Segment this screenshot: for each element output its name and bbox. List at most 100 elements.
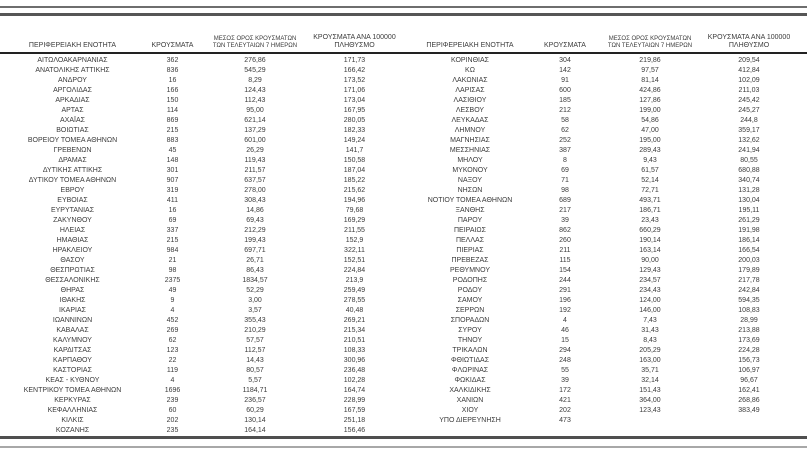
cell-cases-right: 304 (559, 57, 571, 64)
cell-avg7-left: 80,57 (246, 367, 264, 374)
cell-region-left: ΘΑΣΟΥ (60, 257, 85, 264)
cell-per100k-left: 215,34 (343, 327, 366, 334)
cell-cases-right: 39 (561, 377, 569, 384)
cell-avg7-left: 1184,71 (242, 387, 268, 394)
cell-per100k-right: 96,67 (740, 377, 758, 384)
header-per100k-left: ΚΡΟΥΣΜΑΤΑ ΑΝΑ 100000 ΠΛΗΘΥΣΜΟ (310, 20, 405, 52)
cell-region-right: ΜΕΣΣΗΝΙΑΣ (449, 147, 491, 154)
cell-cases-left: 123 (166, 347, 179, 354)
cell-avg7-left: 112,57 (244, 347, 266, 354)
cell-avg7-left: 621,14 (244, 117, 266, 124)
cell-per100k-left: 251,18 (343, 417, 366, 424)
cell-per100k-right: 241,94 (738, 147, 760, 154)
cell-cases-left: 362 (166, 57, 179, 64)
cell-region-left: ΑΡΤΑΣ (61, 107, 84, 114)
cell-avg7-left: 308,43 (244, 197, 266, 204)
cell-per100k-left: 166,42 (343, 67, 366, 74)
cell-cases-right: 98 (561, 187, 569, 194)
header-per100k-left-line1: ΚΡΟΥΣΜΑΤΑ ΑΝΑ 100000 (313, 34, 396, 41)
cell-avg7-right (595, 416, 705, 426)
cell-region-right: ΡΟΔΟΥ (457, 287, 483, 294)
cell-region-right: ΦΛΩΡΙΝΑΣ (451, 367, 489, 374)
cell-cases-right: 291 (559, 287, 571, 294)
cell-cases-right: 862 (559, 227, 571, 234)
cell-cases-left: 62 (168, 337, 177, 344)
cell-region-left: ΙΘΑΚΗΣ (59, 297, 86, 304)
cell-region-left: ΕΥΡΥΤΑΝΙΑΣ (50, 207, 95, 214)
cell-avg7-right: 31,43 (641, 327, 659, 334)
cell-per100k-left: 150,58 (343, 157, 366, 164)
cell-per100k-left: 280,05 (343, 117, 366, 124)
cell-cases-left: 16 (168, 77, 177, 84)
cell-cases-left: 4 (170, 377, 175, 384)
cell-region-left: ΔΡΑΜΑΣ (58, 157, 87, 164)
cell-per100k-right: 186,14 (738, 237, 760, 244)
cell-avg7-right: 289,43 (639, 147, 661, 154)
cell-per100k-left: 167,59 (343, 407, 366, 414)
cell-per100k-left: 167,95 (343, 107, 366, 114)
cell-per100k-left: 259,49 (343, 287, 366, 294)
cell-cases-right: 248 (559, 357, 571, 364)
cell-region-left: ΚΑΣΤΟΡΙΑΣ (53, 367, 92, 374)
cell-cases-left: 411 (166, 197, 179, 204)
cell-per100k-right: 217,78 (738, 277, 760, 284)
cell-per100k-left: 194,96 (343, 197, 366, 204)
bottom-border-outer-rule (0, 446, 807, 448)
cell-region-right: ΛΑΚΩΝΙΑΣ (452, 77, 488, 84)
cell-avg7-left: 112,43 (244, 97, 266, 104)
cell-region-left: ΕΒΡΟΥ (60, 187, 85, 194)
top-border-outer-rule (0, 6, 807, 8)
cell-region-right: ΣΑΜΟΥ (457, 297, 483, 304)
cell-per100k-right: 261,29 (738, 217, 760, 224)
cell-per100k-right: 244,8 (740, 117, 758, 124)
cell-per100k-left: 215,62 (343, 187, 366, 194)
cell-avg7-right: 195,00 (639, 137, 661, 144)
cell-avg7-right: 35,71 (641, 367, 659, 374)
header-per100k-right-line1: ΚΡΟΥΣΜΑΤΑ ΑΝΑ 100000 (707, 34, 791, 41)
cell-region-left: ΑΙΤΩΛΟΑΚΑΡΝΑΝΙΑΣ (37, 57, 108, 64)
cell-per100k-right: 173,69 (738, 337, 760, 344)
cell-avg7-left: 278,00 (244, 187, 266, 194)
cell-cases-left: 16 (168, 207, 177, 214)
cell-per100k-left: 79,68 (345, 207, 364, 214)
cell-region-right: ΛΑΡΙΣΑΣ (455, 87, 485, 94)
cell-region-left: ΚΑΡΠΑΘΟΥ (53, 357, 92, 364)
cell-per100k-right: 102,09 (738, 77, 760, 84)
cell-per100k-left: 171,73 (343, 57, 366, 64)
header-per100k-left-line2: ΠΛΗΘΥΣΜΟ (334, 42, 375, 49)
cell-per100k-left: 164,74 (343, 387, 366, 394)
header-region-right: ΠΕΡΙΦΕΡΕΙΑΚΗ ΕΝΟΤΗΤΑ (426, 42, 514, 49)
cell-avg7-right: 364,00 (639, 397, 661, 404)
cell-per100k-left: 210,51 (343, 337, 366, 344)
cell-avg7-left: 545,29 (244, 67, 266, 74)
cell-per100k-right: 245,27 (738, 107, 760, 114)
cell-cases-left: 2375 (164, 277, 181, 284)
cell-region-left: ΙΩΑΝΝΙΝΩΝ (52, 317, 93, 324)
cell-region-left: ΑΧΑΪΑΣ (60, 117, 85, 124)
cell-cases-left: 49 (168, 287, 177, 294)
cell-region-left: ΖΑΚΥΝΘΟΥ (53, 217, 92, 224)
cell-avg7-right: 7,43 (643, 317, 657, 324)
cell-region-left: ΓΡΕΒΕΝΩΝ (53, 147, 92, 154)
cell-avg7-right: 72,71 (641, 187, 659, 194)
cell-cases-right: 387 (559, 147, 571, 154)
cell-avg7-right: 32,14 (641, 377, 659, 384)
cell-avg7-right: 8,43 (643, 337, 657, 344)
cell-avg7-right: 129,43 (639, 267, 661, 274)
header-region-left: ΠΕΡΙΦΕΡΕΙΑΚΗ ΕΝΟΤΗΤΑ (28, 42, 117, 49)
cell-region-left: ΗΜΑΘΙΑΣ (56, 237, 89, 244)
cell-region-left: ΑΡΚΑΔΙΑΣ (55, 97, 90, 104)
cell-per100k-left: 213,9 (345, 277, 364, 284)
cell-cases-right: 294 (559, 347, 571, 354)
cell-region-left: ΚΕΝΤΡΙΚΟΥ ΤΟΜΕΑ ΑΘΗΝΩΝ (23, 387, 122, 394)
cell-per100k-left: 171,06 (343, 87, 366, 94)
cell-cases-left: 166 (166, 87, 179, 94)
cell-per100k-right: 242,84 (738, 287, 760, 294)
cell-per100k-right: 28,99 (740, 317, 758, 324)
cell-region-left: ΔΥΤΙΚΗΣ ΑΤΤΙΚΗΣ (42, 167, 103, 174)
cell-cases-left: 202 (166, 417, 179, 424)
cell-cases-left: 869 (166, 117, 179, 124)
cell-avg7-right: 124,00 (639, 297, 661, 304)
cell-region-right: ΦΘΙΩΤΙΔΑΣ (450, 357, 490, 364)
cell-cases-right: 46 (561, 327, 569, 334)
